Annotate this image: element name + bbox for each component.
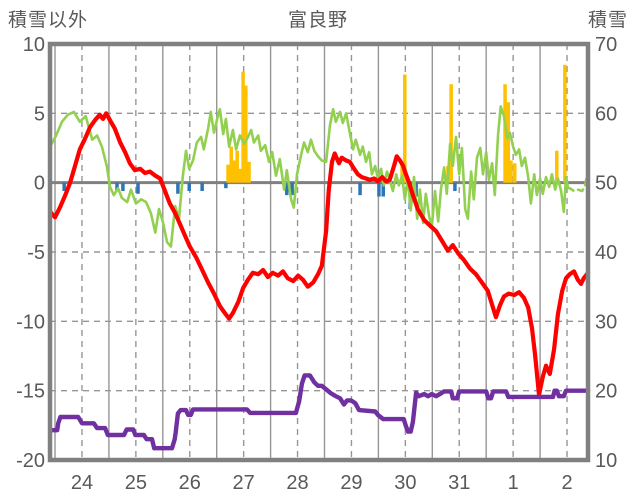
bar — [136, 182, 140, 194]
bar — [62, 182, 66, 191]
bar — [506, 102, 511, 183]
bar — [290, 182, 294, 196]
tick-label: -20 — [16, 450, 45, 472]
bar — [241, 71, 245, 183]
bar — [235, 150, 239, 183]
tick-label: -15 — [16, 381, 45, 403]
left-axis-title: 積雪以外 — [8, 10, 89, 31]
series-purple-line — [48, 373, 591, 451]
tick-label: 10 — [595, 450, 617, 472]
tick-label: 70 — [595, 34, 617, 56]
bar — [555, 150, 559, 183]
bar — [449, 84, 453, 183]
bar — [232, 160, 236, 183]
bar — [403, 74, 407, 183]
tick-label: 20 — [595, 381, 617, 403]
series-green-line — [48, 105, 570, 248]
bar — [247, 161, 251, 183]
bar — [229, 146, 234, 183]
tick-label: 30 — [394, 472, 416, 494]
bar — [187, 182, 191, 191]
right-axis-title: 積雪 — [587, 10, 628, 31]
bar — [377, 182, 381, 197]
left-axis-ticks: 10 5 0 -5 -10 -15 -20 — [16, 34, 45, 472]
bar — [381, 182, 385, 197]
polyline — [48, 105, 570, 248]
tick-label: 40 — [595, 242, 617, 264]
series-red-line — [48, 111, 591, 397]
tick-label: 50 — [595, 173, 617, 195]
tick-label: 1 — [508, 472, 519, 494]
tick-label: 24 — [71, 472, 93, 494]
tick-label: 30 — [595, 311, 617, 333]
bar — [285, 182, 289, 196]
bar — [121, 182, 125, 191]
tick-label: 25 — [125, 472, 147, 494]
x-axis-ticks: 24 25 26 27 28 29 30 31 1 2 — [71, 472, 573, 494]
tick-label: 26 — [179, 472, 201, 494]
chart-title: 富良野 — [287, 10, 348, 31]
plot-border — [47, 41, 591, 463]
bar — [200, 182, 204, 191]
tick-label: 5 — [34, 103, 45, 125]
series-green-line-forecast — [566, 174, 589, 193]
tick-label: 29 — [340, 472, 362, 494]
tick-label: 31 — [448, 472, 470, 494]
tick-label: -5 — [27, 242, 45, 264]
polyline — [48, 111, 591, 397]
bar — [226, 164, 230, 183]
tick-label: 27 — [233, 472, 255, 494]
bar — [358, 182, 362, 196]
bar — [176, 182, 180, 194]
tick-label: 10 — [23, 34, 45, 56]
bar — [563, 64, 567, 183]
bar — [238, 168, 242, 183]
polyline — [566, 174, 589, 193]
tick-label: 0 — [34, 173, 45, 195]
bar — [244, 85, 248, 183]
bar — [400, 163, 404, 183]
bar — [503, 84, 507, 183]
right-axis-ticks: 70 60 50 40 30 20 10 — [595, 34, 617, 472]
tick-label: 60 — [595, 103, 617, 125]
bar — [453, 182, 457, 191]
tick-label: -10 — [16, 311, 45, 333]
tick-label: 2 — [561, 472, 572, 494]
bar — [509, 160, 513, 183]
tick-label: 28 — [286, 472, 308, 494]
bar — [513, 163, 517, 183]
polyline — [48, 373, 591, 451]
bar — [115, 182, 119, 191]
bar — [224, 182, 228, 189]
